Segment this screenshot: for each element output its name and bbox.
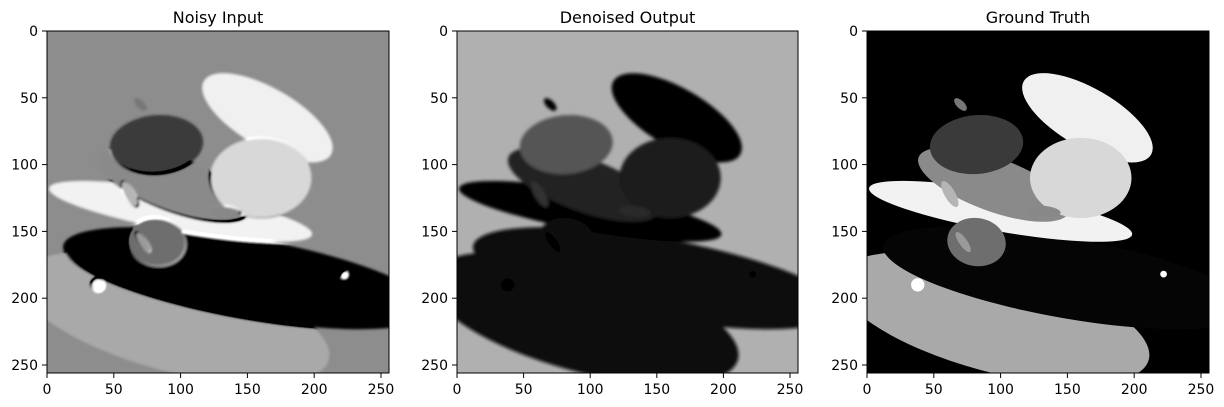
image-content (457, 73, 798, 373)
shape-small-ellipse-b (543, 98, 557, 111)
x-tick-label: 100 (987, 382, 1014, 398)
x-tick-label: 150 (234, 382, 261, 398)
shape-light-round (619, 137, 721, 219)
y-tick-label: 0 (29, 24, 38, 40)
x-tick-label: 100 (167, 382, 194, 398)
x-tick-label: 0 (863, 382, 872, 398)
shape-light-round (209, 137, 312, 219)
shape-white-upper-ellipse (1022, 73, 1153, 163)
y-tick-label: 200 (421, 291, 448, 307)
x-tick-label: 250 (777, 382, 804, 398)
y-tick-label: 0 (849, 24, 858, 40)
shape-white-upper-ellipse (202, 73, 333, 163)
shape-small-gray-blob (208, 205, 241, 217)
image-content (867, 73, 1209, 373)
y-tick-label: 250 (421, 358, 448, 374)
panel-noisy: Noisy Input 0 50 100 150 200 250 0 50 100 150 200 25… (11, 8, 395, 398)
shape-small-ellipse-c (941, 180, 959, 207)
y-tick-label: 200 (11, 291, 38, 307)
y-tick-label: 100 (11, 158, 38, 174)
shape-white-upper-ellipse (611, 73, 742, 163)
shape-small-ellipse-b (954, 98, 967, 111)
x-tick-label: 0 (453, 382, 462, 398)
shape-small-ellipse-a (545, 231, 561, 253)
image-content (47, 73, 389, 373)
axes-frame (456, 30, 799, 374)
y-tick-label: 50 (430, 91, 448, 107)
panel-title: Ground Truth (986, 8, 1091, 27)
shape-dot-white-left (500, 278, 515, 292)
x-tick-label: 50 (105, 382, 123, 398)
y-tick-label: 100 (831, 158, 858, 174)
x-tick-label: 0 (43, 382, 52, 398)
shape-small-ellipse-a (955, 231, 971, 253)
shape-small-ellipse-c (530, 181, 549, 207)
panel-title: Denoised Output (560, 8, 696, 27)
shape-dot-white-left (911, 278, 925, 292)
y-tick-label: 150 (11, 224, 38, 240)
x-tick-label: 200 (301, 382, 328, 398)
y-tick-label: 50 (20, 91, 38, 107)
axes-frame (46, 30, 390, 374)
shape-dot-white-right (340, 270, 347, 278)
shape-mid-ellipse (537, 217, 596, 267)
shape-small-ellipse-a (135, 231, 151, 253)
shape-dot-white-left (91, 278, 105, 292)
y-tick-label: 150 (831, 224, 858, 240)
image-truth (867, 31, 1209, 373)
y-tick-label: 100 (421, 158, 448, 174)
shape-small-gray-blob (618, 205, 651, 217)
panel-denoised: Denoised Output 0 50 100 150 200 250 0 50 100 150 2… (421, 8, 804, 398)
panel-truth: Ground Truth 0 50 100 150 200 250 0 50 100 150 200 2… (831, 8, 1215, 398)
y-tick-label: 0 (439, 24, 448, 40)
x-tick-label: 150 (1054, 382, 1081, 398)
shape-mid-ellipse (127, 217, 186, 267)
shape-dot-white-right (749, 270, 757, 278)
y-tick-label: 250 (831, 358, 858, 374)
x-tick-label: 250 (368, 382, 395, 398)
x-tick-label: 200 (710, 382, 737, 398)
shape-small-ellipse-c (121, 180, 139, 207)
shape-dark-ellipse (109, 114, 204, 175)
image-denoised (457, 31, 798, 373)
y-tick-label: 50 (840, 91, 858, 107)
shape-dot-white-right (1160, 270, 1167, 278)
x-tick-label: 150 (643, 382, 670, 398)
x-tick-label: 250 (1188, 382, 1215, 398)
y-tick-label: 150 (421, 224, 448, 240)
shape-small-gray-blob (1028, 205, 1061, 217)
shape-mid-ellipse (947, 217, 1006, 267)
shape-light-round (1029, 137, 1132, 219)
x-tick-label: 50 (925, 382, 943, 398)
axes-frame (866, 30, 1210, 374)
x-tick-label: 200 (1121, 382, 1148, 398)
y-tick-label: 250 (11, 358, 38, 374)
panel-title: Noisy Input (173, 8, 264, 27)
shape-dark-ellipse (929, 114, 1024, 175)
panels: Noisy Input 0 50 100 150 200 250 0 50 100 150 200 25… (11, 8, 1215, 398)
shape-dark-ellipse (519, 114, 613, 175)
image-noisy (47, 31, 389, 373)
y-tick-label: 200 (831, 291, 858, 307)
shape-small-ellipse-b (134, 98, 147, 111)
x-tick-label: 50 (515, 382, 533, 398)
x-tick-label: 100 (577, 382, 604, 398)
